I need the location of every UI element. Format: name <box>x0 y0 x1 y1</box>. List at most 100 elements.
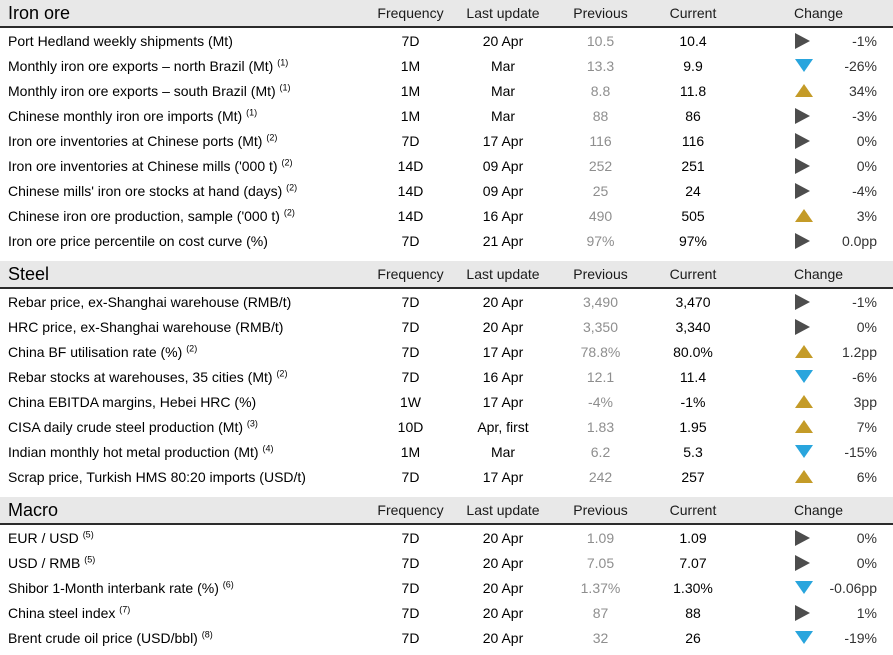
metric-label: Chinese mills' iron ore stocks at hand (… <box>8 182 298 199</box>
change-value-cell: -6% <box>852 368 877 385</box>
metric-footnote: (1) <box>277 57 289 67</box>
current-cell: 7.07 <box>679 554 707 571</box>
metric-footnote: (8) <box>201 629 213 639</box>
last-update-cell: 17 Apr <box>482 393 524 410</box>
col-header-previous: Previous <box>573 5 628 21</box>
current-cell: 116 <box>681 132 705 149</box>
current-cell: 251 <box>681 157 705 174</box>
metric-label: Indian monthly hot metal production (Mt)… <box>8 443 274 460</box>
last-update-cell: 16 Apr <box>482 207 524 224</box>
change-arrow-cell <box>783 345 815 358</box>
col-header-frequency: Frequency <box>377 266 444 282</box>
change-value-cell: 7% <box>856 418 877 435</box>
change-arrow-cell <box>783 107 815 124</box>
table-row: Rebar stocks at warehouses, 35 cities (M… <box>8 364 885 389</box>
change-arrow-cell <box>783 157 815 174</box>
table-row: CISA daily crude steel production (Mt) (… <box>8 414 885 439</box>
current-cell: 10.4 <box>679 32 707 49</box>
col-header-change: Change <box>793 5 844 21</box>
col-header-last-update: Last update <box>466 502 540 518</box>
section-title: Steel <box>8 263 50 284</box>
change-value-cell: -15% <box>844 443 877 460</box>
table-row: Iron ore inventories at Chinese ports (M… <box>8 128 885 153</box>
change-arrow-cell <box>783 59 815 72</box>
previous-cell: 3,490 <box>582 293 619 310</box>
flat-arrow-icon <box>795 107 810 124</box>
change-arrow-cell <box>783 631 815 644</box>
current-cell: 80.0% <box>673 343 713 360</box>
frequency-cell: 1W <box>400 393 421 410</box>
metric-footnote: (2) <box>266 132 278 142</box>
previous-cell: 88 <box>592 107 609 124</box>
previous-cell: 242 <box>588 468 613 485</box>
table-row: Iron ore price percentile on cost curve … <box>8 228 885 253</box>
last-update-cell: 17 Apr <box>482 468 524 485</box>
last-update-cell: Apr, first <box>477 418 529 435</box>
current-cell: 3,340 <box>675 318 711 335</box>
current-cell: 257 <box>681 468 705 485</box>
section-header: Macro Frequency Last update Previous Current… <box>0 497 893 525</box>
table-row: Monthly iron ore exports – south Brazil … <box>8 78 885 103</box>
down-arrow-icon <box>795 631 813 644</box>
metric-footnote: (4) <box>262 443 274 453</box>
metric-label: Port Hedland weekly shipments (Mt) <box>8 32 233 49</box>
change-arrow-cell <box>783 209 815 222</box>
col-header-change: Change <box>793 266 844 282</box>
previous-cell: 87 <box>592 604 609 621</box>
change-value-cell: -3% <box>852 107 877 124</box>
frequency-cell: 7D <box>401 32 420 49</box>
current-cell: -1% <box>680 393 706 410</box>
frequency-cell: 7D <box>401 368 420 385</box>
flat-arrow-icon <box>795 32 810 49</box>
col-header-current: Current <box>669 266 717 282</box>
section-macro: Macro Frequency Last update Previous Current… <box>0 497 893 650</box>
last-update-cell: 20 Apr <box>482 293 524 310</box>
frequency-cell: 7D <box>401 629 420 646</box>
previous-cell: -4% <box>588 393 613 410</box>
metric-footnote: (5) <box>82 529 94 539</box>
last-update-cell: 20 Apr <box>482 32 524 49</box>
change-arrow-cell <box>783 370 815 383</box>
section-title: Macro <box>8 499 59 520</box>
previous-cell: 97% <box>586 232 615 249</box>
flat-arrow-icon <box>795 182 810 199</box>
up-arrow-icon <box>795 209 813 222</box>
table-row: Chinese mills' iron ore stocks at hand (… <box>8 178 885 203</box>
change-arrow-cell <box>783 581 815 594</box>
last-update-cell: Mar <box>490 82 516 99</box>
metric-label: Monthly iron ore exports – south Brazil … <box>8 82 291 99</box>
previous-cell: 12.1 <box>586 368 615 385</box>
table-row: Iron ore inventories at Chinese mills ('… <box>8 153 885 178</box>
last-update-cell: Mar <box>490 443 516 460</box>
frequency-cell: 1M <box>400 107 421 124</box>
table-row: China steel index (7) 7D 20 Apr 87 88 1% <box>8 600 885 625</box>
up-arrow-icon <box>795 345 813 358</box>
flat-arrow-icon <box>795 132 810 149</box>
metric-footnote: (2) <box>186 343 198 353</box>
table-row: EUR / USD (5) 7D 20 Apr 1.09 1.09 0% <box>8 525 885 550</box>
metric-label: EUR / USD (5) <box>8 529 94 546</box>
last-update-cell: 17 Apr <box>482 343 524 360</box>
down-arrow-icon <box>795 445 813 458</box>
last-update-cell: 09 Apr <box>482 182 524 199</box>
up-arrow-icon <box>795 470 813 483</box>
frequency-cell: 7D <box>401 579 420 596</box>
change-value-cell: 0.0pp <box>841 232 877 249</box>
current-cell: 5.3 <box>683 443 703 460</box>
current-cell: 1.30% <box>673 579 713 596</box>
frequency-cell: 10D <box>397 418 424 435</box>
metric-footnote: (3) <box>246 418 258 428</box>
last-update-cell: 20 Apr <box>482 529 524 546</box>
current-cell: 1.09 <box>679 529 707 546</box>
change-value-cell: 0% <box>856 157 877 174</box>
last-update-cell: Mar <box>490 107 516 124</box>
change-value-cell: 0% <box>856 554 877 571</box>
change-value-cell: 3pp <box>853 393 877 410</box>
last-update-cell: 20 Apr <box>482 629 524 646</box>
col-header-frequency: Frequency <box>377 5 444 21</box>
table-row: Indian monthly hot metal production (Mt)… <box>8 439 885 464</box>
previous-cell: 7.05 <box>586 554 615 571</box>
metric-label: Rebar stocks at warehouses, 35 cities (M… <box>8 368 288 385</box>
current-cell: 11.4 <box>679 368 707 385</box>
flat-arrow-icon <box>795 232 810 249</box>
